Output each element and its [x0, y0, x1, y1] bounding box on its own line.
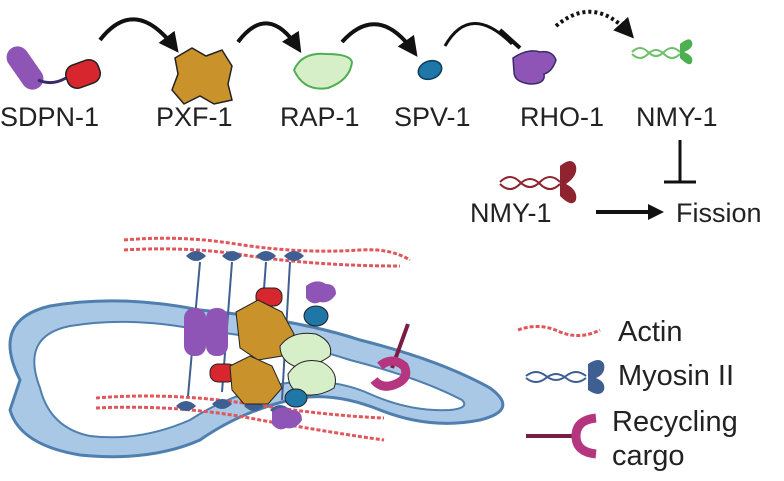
label-pxf-1: PXF-1 [156, 102, 233, 132]
sdpn-1-protein [6, 46, 102, 90]
nmy-1-inhibition [664, 140, 696, 184]
activation-arrows [98, 9, 635, 57]
legend-cargo-label-line2: cargo [612, 440, 685, 472]
nmy-1-secondary-molecule [499, 161, 577, 204]
legend-cargo-icon [526, 413, 597, 459]
label-nmy-1-top: NMY-1 [636, 102, 718, 132]
legend-cargo-label-line1: Recycling [612, 406, 738, 438]
recycling-cargo-in-membrane [370, 323, 411, 391]
actin-filaments [95, 236, 411, 442]
pxf-1-protein [171, 47, 233, 105]
legend-actin-icon [517, 325, 601, 337]
rap-1-protein [292, 52, 354, 90]
label-fission: Fission [676, 198, 762, 228]
label-spv-1: SPV-1 [394, 102, 471, 132]
legend-myosin-label: Myosin II [618, 360, 735, 392]
legend-actin-label: Actin [618, 316, 683, 348]
nmy-1-top-molecule [631, 39, 693, 65]
label-rap-1: RAP-1 [280, 102, 360, 132]
label-nmy-1-secondary: NMY-1 [470, 198, 552, 228]
fission-arrow [596, 204, 664, 220]
rho-1-protein [512, 50, 557, 85]
label-rho-1: RHO-1 [520, 102, 605, 132]
legend-myosin-icon [525, 360, 605, 394]
spv-1-protein [417, 59, 443, 81]
label-sdpn-1: SDPN-1 [0, 102, 100, 132]
fission-complex [184, 281, 336, 430]
